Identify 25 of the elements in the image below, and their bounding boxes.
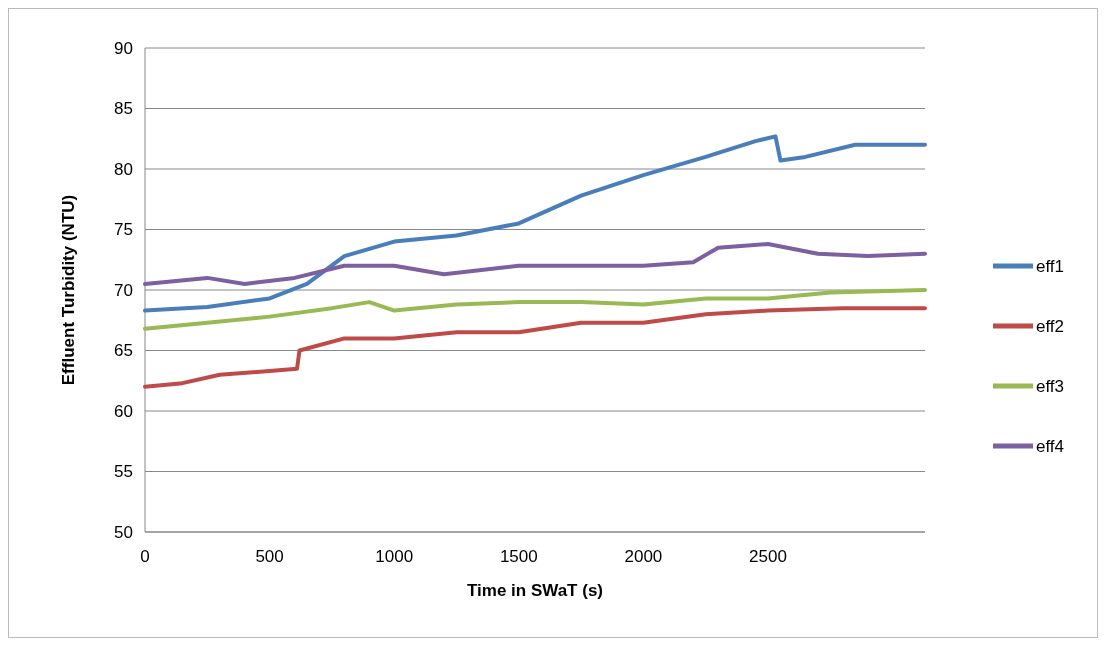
y-tick-label: 60 [114, 401, 133, 421]
y-tick-label: 50 [114, 522, 133, 542]
line-series [143, 134, 927, 313]
y-tick-label: 85 [114, 99, 133, 119]
y-tick-label: 55 [114, 462, 133, 482]
line-series [143, 306, 927, 389]
line-series [143, 288, 927, 331]
y-tick-label: 65 [114, 341, 133, 361]
x-tick-label: 0 [140, 547, 150, 566]
x-tick-label: 1000 [375, 547, 414, 566]
legend-label: eff1 [1036, 256, 1065, 276]
x-tick-label: 1500 [499, 547, 538, 566]
x-axis-title: Time in SWaT (s) [466, 581, 604, 600]
y-tick-label: 70 [114, 280, 133, 300]
y-tick-label: 75 [114, 220, 133, 240]
x-tick-label: 2000 [624, 547, 663, 566]
y-axis-title: Effluent Turbidity (NTU) [59, 194, 78, 386]
legend-label: eff4 [1036, 436, 1065, 456]
y-tick-label: 90 [114, 38, 133, 58]
y-tick-label: 80 [114, 159, 133, 179]
x-tick-label: 2500 [749, 547, 787, 566]
x-tick-label: 500 [255, 547, 284, 566]
legend-label: eff2 [1036, 316, 1065, 336]
line-series [143, 242, 927, 286]
legend-label: eff3 [1036, 376, 1065, 396]
